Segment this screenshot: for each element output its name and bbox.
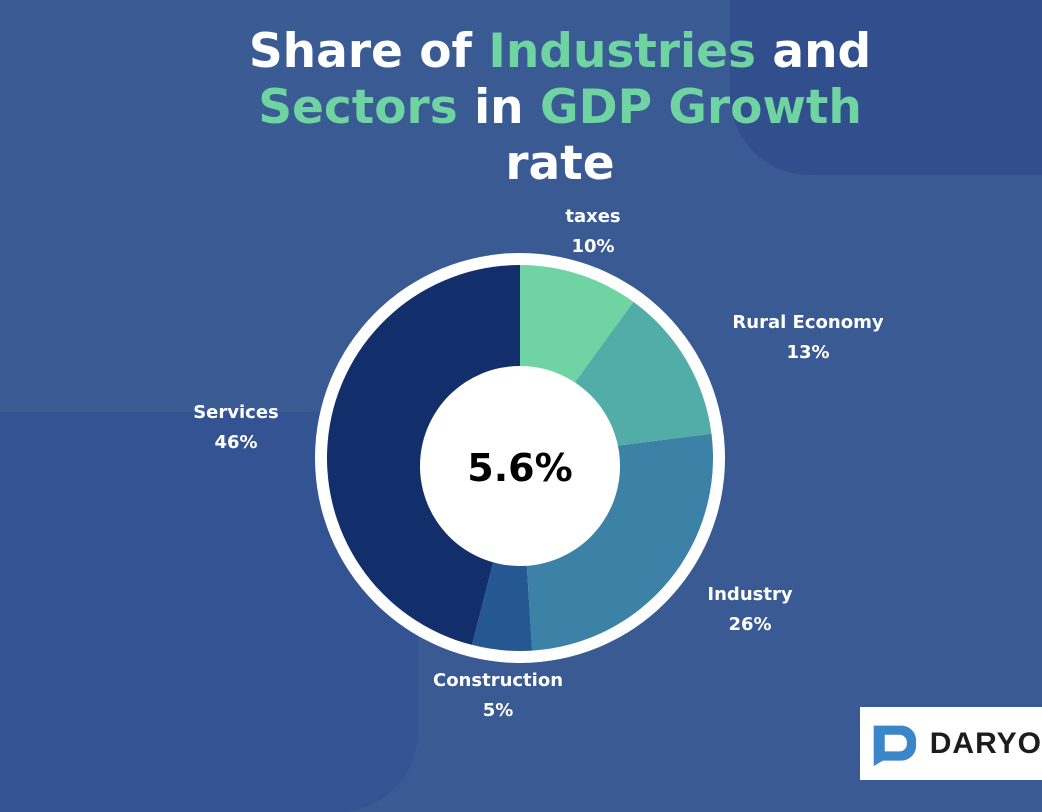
speech-bubble-icon <box>873 725 917 766</box>
slice-percent: 26% <box>728 614 772 635</box>
slice-name: Industry <box>707 584 793 605</box>
slice-label-industry: Industry 26% <box>690 580 810 640</box>
title-accent-sectors: Sectors <box>258 80 458 135</box>
slice-percent: 13% <box>786 342 830 363</box>
title-text-3: in <box>457 80 540 135</box>
title-text-2: and <box>756 24 872 79</box>
title-text-1: Share of <box>248 24 489 79</box>
background-panel-top-right <box>730 0 1042 175</box>
slice-name: Construction <box>432 670 564 691</box>
logo-text: DARYO <box>929 726 1042 760</box>
title-accent-industries: Industries <box>488 24 756 79</box>
center-value: 5.6% <box>467 446 573 490</box>
slice-percent: 46% <box>214 432 258 453</box>
slice-label-rural-economy: Rural Economy 13% <box>708 308 908 368</box>
slice-name: Services <box>193 402 279 423</box>
title-text-4: rate <box>505 136 615 191</box>
slice-percent: 10% <box>571 236 615 257</box>
slice-percent: 5% <box>482 700 514 721</box>
donut-chart <box>315 253 725 663</box>
title-accent-gdp-growth: GDP Growth <box>540 80 862 135</box>
slice-name: taxes <box>565 206 621 227</box>
donut-center-hole <box>420 366 620 566</box>
chart-title: Share of Industries and Sectors in GDP G… <box>160 24 960 192</box>
slice-label-services: Services 46% <box>176 398 296 458</box>
slice-name: Rural Economy <box>732 312 884 333</box>
slice-label-taxes: taxes 10% <box>533 202 653 262</box>
slice-label-construction: Construction 5% <box>408 666 588 726</box>
background-panel-left <box>0 0 300 412</box>
daryo-logo: DARYO <box>860 707 1042 780</box>
